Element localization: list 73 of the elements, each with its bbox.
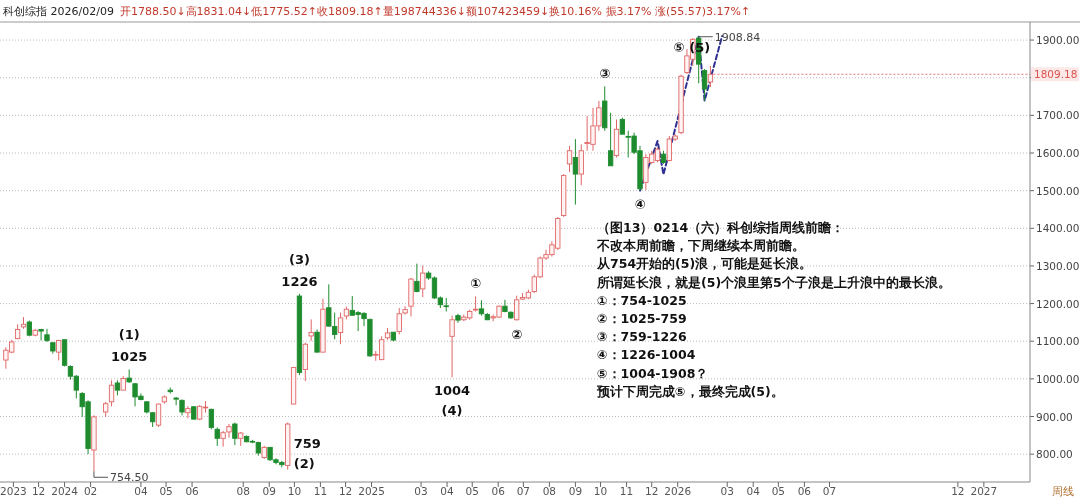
annotation: 759 [293, 435, 321, 451]
y-tick-label: 1700.00 [1036, 109, 1080, 122]
y-tick-label: 1200.00 [1036, 297, 1080, 310]
annotation: ② [511, 326, 523, 342]
annotation: 1908.84 [714, 30, 761, 44]
x-tick-label: 07 [516, 485, 531, 497]
annotation: （图13）0214（六）科创综指周线前瞻： [597, 220, 845, 235]
x-tick-label: 2023 [0, 485, 27, 497]
x-tick-label: 2027 [970, 485, 998, 497]
x-tick-label: 05 [771, 485, 786, 497]
annotation: 从754开始的(5)浪，可能是延长浪。 [596, 256, 813, 272]
x-axis-title: 周线 [1052, 485, 1074, 498]
annotation: 不改本周前瞻，下周继续本周前瞻。 [596, 238, 805, 254]
y-tick-label: 1100.00 [1036, 335, 1080, 348]
annotation: 所谓延长浪，就是(5)个浪里第5个子浪是上升浪中的最长浪。 [596, 274, 951, 290]
annotation: 1809.18 [1034, 68, 1078, 81]
y-tick-label: 1400.00 [1036, 222, 1080, 235]
annotation: (4) [441, 403, 463, 419]
x-tick-label: 12 [338, 485, 353, 497]
x-tick-label: 10 [287, 485, 302, 497]
annotation: (3) [288, 251, 310, 267]
x-tick-label: 03 [414, 485, 428, 497]
y-tick-label: 800.00 [1036, 448, 1073, 461]
annotation: (2) [293, 455, 315, 471]
x-tick-label: 2026 [664, 485, 692, 497]
x-tick-label: 03 [720, 485, 734, 497]
x-tick-label: 06 [797, 485, 812, 497]
annotation: 1004 [434, 383, 471, 399]
annotation: (1) [118, 327, 140, 343]
x-tick-label: 08 [236, 485, 250, 497]
y-tick-label: 1000.00 [1036, 372, 1080, 385]
x-tick-label: 06 [185, 485, 200, 497]
annotation: ⑤：1004-1908？ [597, 365, 709, 381]
annotation: ③ [599, 66, 611, 82]
x-tick-label: 05 [159, 485, 173, 497]
x-tick-label: 07 [822, 485, 837, 497]
x-tick-label: 12 [951, 485, 965, 497]
x-tick-label: 12 [31, 485, 46, 497]
y-tick-label: 1600.00 [1036, 147, 1080, 159]
x-tick-label: 09 [262, 485, 276, 497]
annotation: 754.50 [109, 471, 149, 485]
annotation: ②：1025-759 [597, 311, 687, 326]
annotation: ③：759-1226 [597, 329, 687, 345]
x-tick-label: 12 [645, 485, 659, 497]
header: 科创综指 2026/02/09 开1788.50↓高1831.04↓低1775.52↑收1809.18↑量198744336↓额107423459↓换10.16% 振3.17% 涨(55.57)3.17%↑ [0, 5, 1080, 23]
annotation: 预计下周完成⑤，最终完成(5)。 [596, 383, 784, 399]
annotation: ④：1226-1004 [597, 347, 696, 363]
chart-subtitle: 开1788.50↓高1831.04↓低1775.52↑收1809.18↑量198744336↓额107423459↓换10.16% 振3.17% 涨(55.57)3.17%↑ [119, 5, 751, 18]
annotation: ①：754-1025 [597, 292, 687, 308]
y-tick-label: 1900.00 [1036, 34, 1080, 47]
annotation: 1025 [111, 349, 148, 365]
annotation: ① [470, 276, 482, 292]
x-tick-label: 04 [746, 485, 761, 497]
y-tick-label: 1500.00 [1036, 184, 1080, 197]
x-tick-label: 05 [465, 485, 479, 497]
x-tick-label: 10 [593, 485, 608, 497]
x-tick-label: 2024 [51, 485, 79, 497]
x-tick-label: 2025 [358, 485, 385, 497]
y-tick-label: 1300.00 [1036, 259, 1080, 272]
x-tick-label: 04 [134, 485, 148, 497]
x-tick-label: 04 [440, 485, 455, 497]
annotation: ④ [634, 196, 646, 212]
x-tick-label: 02 [83, 485, 98, 497]
x-tick-label: 09 [568, 485, 583, 497]
annotation: 1226 [281, 273, 318, 289]
chart-title: 科创综指 2026/02/09 [3, 5, 114, 18]
x-tick-label: 11 [619, 485, 634, 497]
x-tick-label: 11 [313, 485, 328, 497]
annotation: ⑤ [673, 39, 685, 55]
y-tick-label: 900.00 [1036, 410, 1073, 423]
last-close-tag: 1809.18 [713, 67, 1079, 82]
x-tick-label: 08 [542, 485, 557, 497]
x-tick-label: 06 [491, 485, 506, 497]
